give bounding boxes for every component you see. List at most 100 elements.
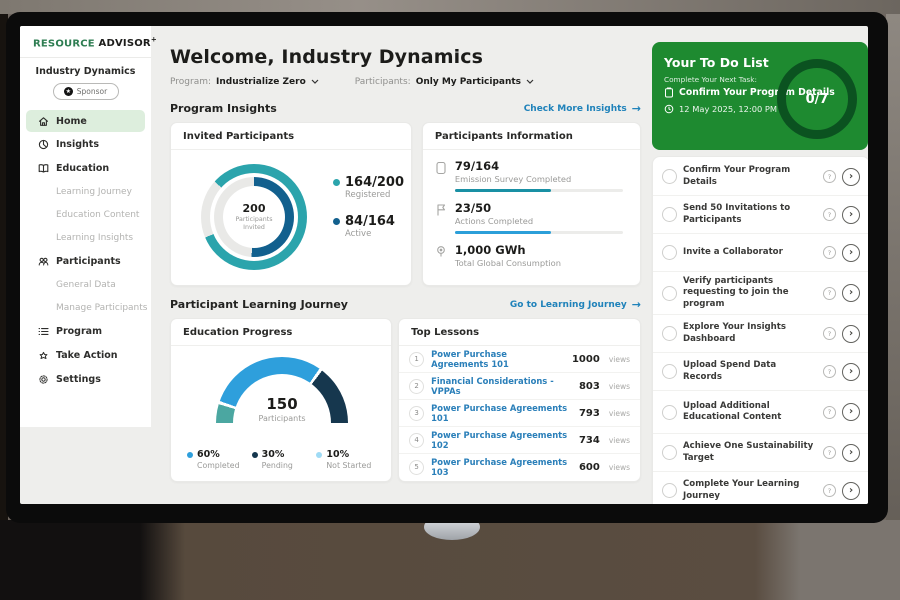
todo-checkbox[interactable] <box>662 364 677 379</box>
active-dot <box>333 218 340 225</box>
go-to-learning-journey-link[interactable]: Go to Learning Journey → <box>510 298 641 311</box>
lesson-rank: 2 <box>409 378 425 394</box>
help-icon[interactable]: ? <box>823 405 836 419</box>
insights-cards-row: Invited Participants 200 Participants In… <box>170 122 641 286</box>
donut-center-value: 200 <box>242 202 266 216</box>
help-icon[interactable]: ? <box>823 446 836 459</box>
chevron-right-button[interactable]: › <box>842 324 860 343</box>
chevron-right-button[interactable]: › <box>842 481 860 500</box>
todo-item-label: Upload Additional Educational Content <box>683 400 782 422</box>
education-progress-card: Education Progress 150 Participants 60% <box>170 318 393 482</box>
views-suffix: views <box>608 408 630 418</box>
next-task-time-label: 12 May 2025, 12:00 PM <box>679 104 778 114</box>
sidebar-item-program[interactable]: Program <box>20 319 151 343</box>
section-title: Participant Learning Journey <box>170 298 348 311</box>
chevron-right-button[interactable]: › <box>842 443 860 462</box>
sidebar-item-home[interactable]: Home <box>26 110 145 133</box>
todo-checkbox[interactable] <box>662 404 677 420</box>
check-more-insights-link[interactable]: Check More Insights → <box>524 102 641 115</box>
lesson-rank: 3 <box>409 405 425 421</box>
metric-label: Emission Survey Completed <box>454 174 572 184</box>
lesson-rank: 5 <box>409 459 425 475</box>
todo-checkbox[interactable] <box>662 326 677 341</box>
card-title: Top Lessons <box>411 326 480 338</box>
todo-checkbox[interactable] <box>662 285 677 301</box>
help-icon[interactable]: ? <box>823 484 836 497</box>
todo-checkbox[interactable] <box>662 169 677 184</box>
sidebar-divider <box>20 57 151 59</box>
main-content: Welcome, Industry Dynamics Program: Indu… <box>170 26 641 482</box>
todo-item-label: Explore Your Insights Dashboard <box>683 322 787 344</box>
donut-center-label: Participants Invited <box>235 216 273 231</box>
lesson-link[interactable]: Power Purchase Agreements 101 <box>431 349 509 369</box>
org-name: Industry Dynamics <box>35 66 136 78</box>
sponsor-badge: ★ Sponsor <box>52 83 119 101</box>
metric-value: 79/164 <box>454 159 500 173</box>
help-icon[interactable]: ? <box>823 365 836 378</box>
participants-label: Participants: <box>354 77 411 87</box>
help-icon[interactable]: ? <box>823 327 836 340</box>
todo-progress-value: 0/7 <box>805 91 829 107</box>
lesson-link[interactable]: Power Purchase Agreements 103 <box>431 457 568 477</box>
help-icon[interactable]: ? <box>823 208 836 221</box>
help-icon[interactable]: ? <box>823 170 836 183</box>
chevron-right-button[interactable]: › <box>842 167 860 186</box>
chevron-right-button[interactable]: › <box>842 205 860 224</box>
not-started-dot <box>316 451 323 458</box>
sidebar-item-learning-journey[interactable]: Learning Journey <box>20 180 151 203</box>
todo-checkbox[interactable] <box>662 245 677 260</box>
arrow-right-icon: → <box>631 298 641 311</box>
card-title: Participants Information <box>434 130 573 142</box>
logo-resource: RESOURCE <box>33 38 95 50</box>
donut-legend: 164/200 Registered 84/164 Active <box>333 175 404 253</box>
insights-icon <box>38 139 49 149</box>
todo-item: Confirm Your Program Details ? › <box>653 158 868 196</box>
todo-item: Upload Additional Educational Content ? … <box>653 391 868 434</box>
sidebar-item-learning-insights[interactable]: Learning Insights <box>20 226 151 249</box>
chevron-right-button[interactable]: › <box>842 362 860 381</box>
legend-label: Completed <box>197 461 240 470</box>
sidebar-item-manage-participants[interactable]: Manage Participants <box>20 296 151 319</box>
clipboard-icon <box>665 87 673 98</box>
chevron-down-icon <box>526 79 534 84</box>
sidebar-item-label: Take Action <box>56 349 118 361</box>
todo-checkbox[interactable] <box>662 207 677 222</box>
actions-icon <box>437 204 445 216</box>
chevron-right-button[interactable]: › <box>842 284 860 302</box>
lesson-rank: 1 <box>409 351 425 367</box>
chevron-right-button[interactable]: › <box>842 243 860 262</box>
lesson-link[interactable]: Power Purchase Agreements 101 <box>431 403 568 423</box>
sponsor-label: Sponsor <box>76 87 108 97</box>
todo-panel: Your To Do List Complete Your Next Task:… <box>652 42 868 504</box>
views-suffix: views <box>608 435 630 445</box>
participants-value: Only My Participants <box>415 77 522 87</box>
education-progress-gauge-chart <box>216 357 348 423</box>
sidebar-item-general-data[interactable]: General Data <box>20 273 151 296</box>
todo-checkbox[interactable] <box>662 483 677 498</box>
learning-cards-row: Education Progress 150 Participants 60% <box>170 318 641 482</box>
app-window: RESOURCE ADVISOR+ Industry Dynamics ★ Sp… <box>20 26 868 504</box>
help-icon[interactable]: ? <box>823 246 836 259</box>
next-task-label: Confirm Your Program Details <box>679 87 835 98</box>
todo-checkbox[interactable] <box>662 445 677 460</box>
emission-survey-progress-bar <box>454 189 623 192</box>
sidebar-item-insights[interactable]: Insights <box>20 132 151 156</box>
location-pin-icon <box>437 246 445 257</box>
participants-dropdown[interactable]: Participants: Only My Participants <box>355 77 534 87</box>
sidebar-item-label: Learning Insights <box>56 232 134 243</box>
lesson-link[interactable]: Power Purchase Agreements 102 <box>431 430 568 450</box>
program-dropdown[interactable]: Program: Industrialize Zero <box>170 77 319 87</box>
metric-label: Actions Completed <box>454 216 534 226</box>
chevron-right-button[interactable]: › <box>842 403 860 421</box>
sidebar-item-take-action[interactable]: Take Action <box>20 343 151 367</box>
sidebar-item-participants[interactable]: Participants <box>20 249 151 273</box>
help-icon[interactable]: ? <box>823 286 836 300</box>
sidebar-item-settings[interactable]: Settings <box>20 367 151 391</box>
sidebar-item-label: Settings <box>56 373 101 385</box>
lesson-link[interactable]: Financial Considerations - VPPAs <box>431 376 554 396</box>
sidebar-item-education[interactable]: Education <box>20 156 151 180</box>
todo-next-task-time: 12 May 2025, 12:00 PM <box>664 104 777 114</box>
views-suffix: views <box>608 462 630 472</box>
legend-active: 84/164 Active <box>333 214 404 239</box>
sidebar-item-education-content[interactable]: Education Content <box>20 203 151 226</box>
